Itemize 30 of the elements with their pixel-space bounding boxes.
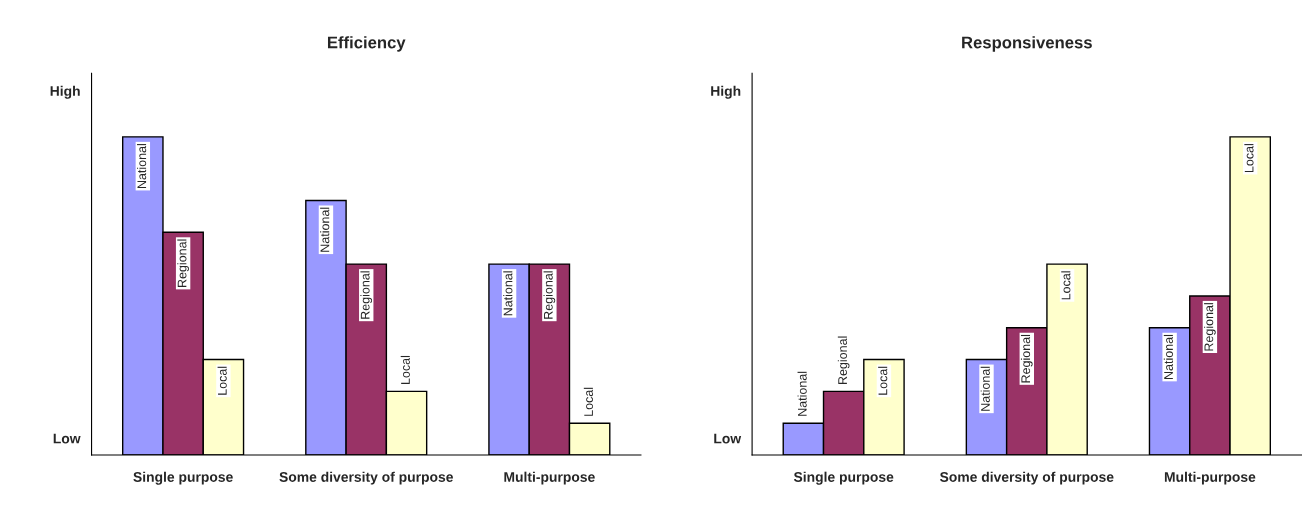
series-label: Local [1061,271,1071,300]
text: Regional [837,336,850,384]
text: Low [714,433,742,444]
text: Local [400,355,410,384]
series-label: Regional [360,271,373,319]
text: National [980,366,990,411]
text: National [797,371,807,416]
chart-title: Responsiveness [962,36,1092,52]
text: National [137,144,147,189]
series-label: National [1163,334,1173,379]
x-tick-label: Some diversity of purpose [939,471,1114,485]
x-tick-label: Single purpose [133,471,233,485]
text: National [320,207,330,252]
text: Regional [543,271,556,319]
text: Local [878,366,888,395]
text: Local [1244,144,1254,173]
chart-title: Efficiency [327,36,406,52]
x-tick-label: Multi-purpose [504,471,595,485]
series-label: Regional [1020,334,1033,383]
x-tick-label: Multi-purpose [1164,471,1256,485]
series-label: National [503,271,513,316]
x-tick-label: Some diversity of purpose [279,471,453,485]
text: Local [583,387,593,416]
text: Low [53,433,81,444]
text: High [711,85,741,99]
x-tick-label: Single purpose [793,471,894,485]
text: Regional [1204,303,1216,351]
text: High [50,85,80,99]
series-label: Local [217,366,227,395]
text: Regional [177,239,189,287]
